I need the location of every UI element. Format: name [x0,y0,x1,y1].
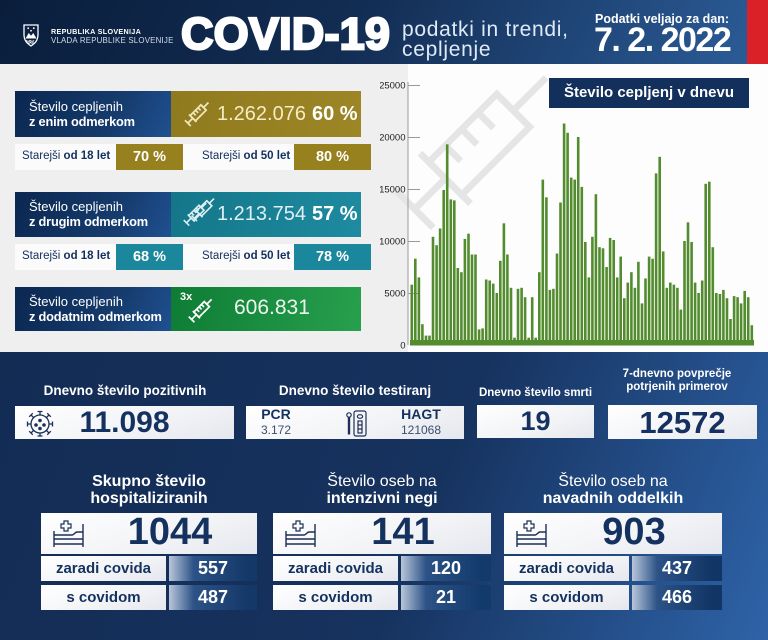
svg-text:15000: 15000 [380,185,406,196]
svg-text:10000: 10000 [380,237,406,248]
svg-text:COVID-19: COVID-19 [181,8,390,59]
svg-text:20000: 20000 [380,133,406,144]
svg-text:5000: 5000 [384,289,405,300]
svg-text:25000: 25000 [380,81,406,92]
svg-text:0: 0 [400,341,405,352]
